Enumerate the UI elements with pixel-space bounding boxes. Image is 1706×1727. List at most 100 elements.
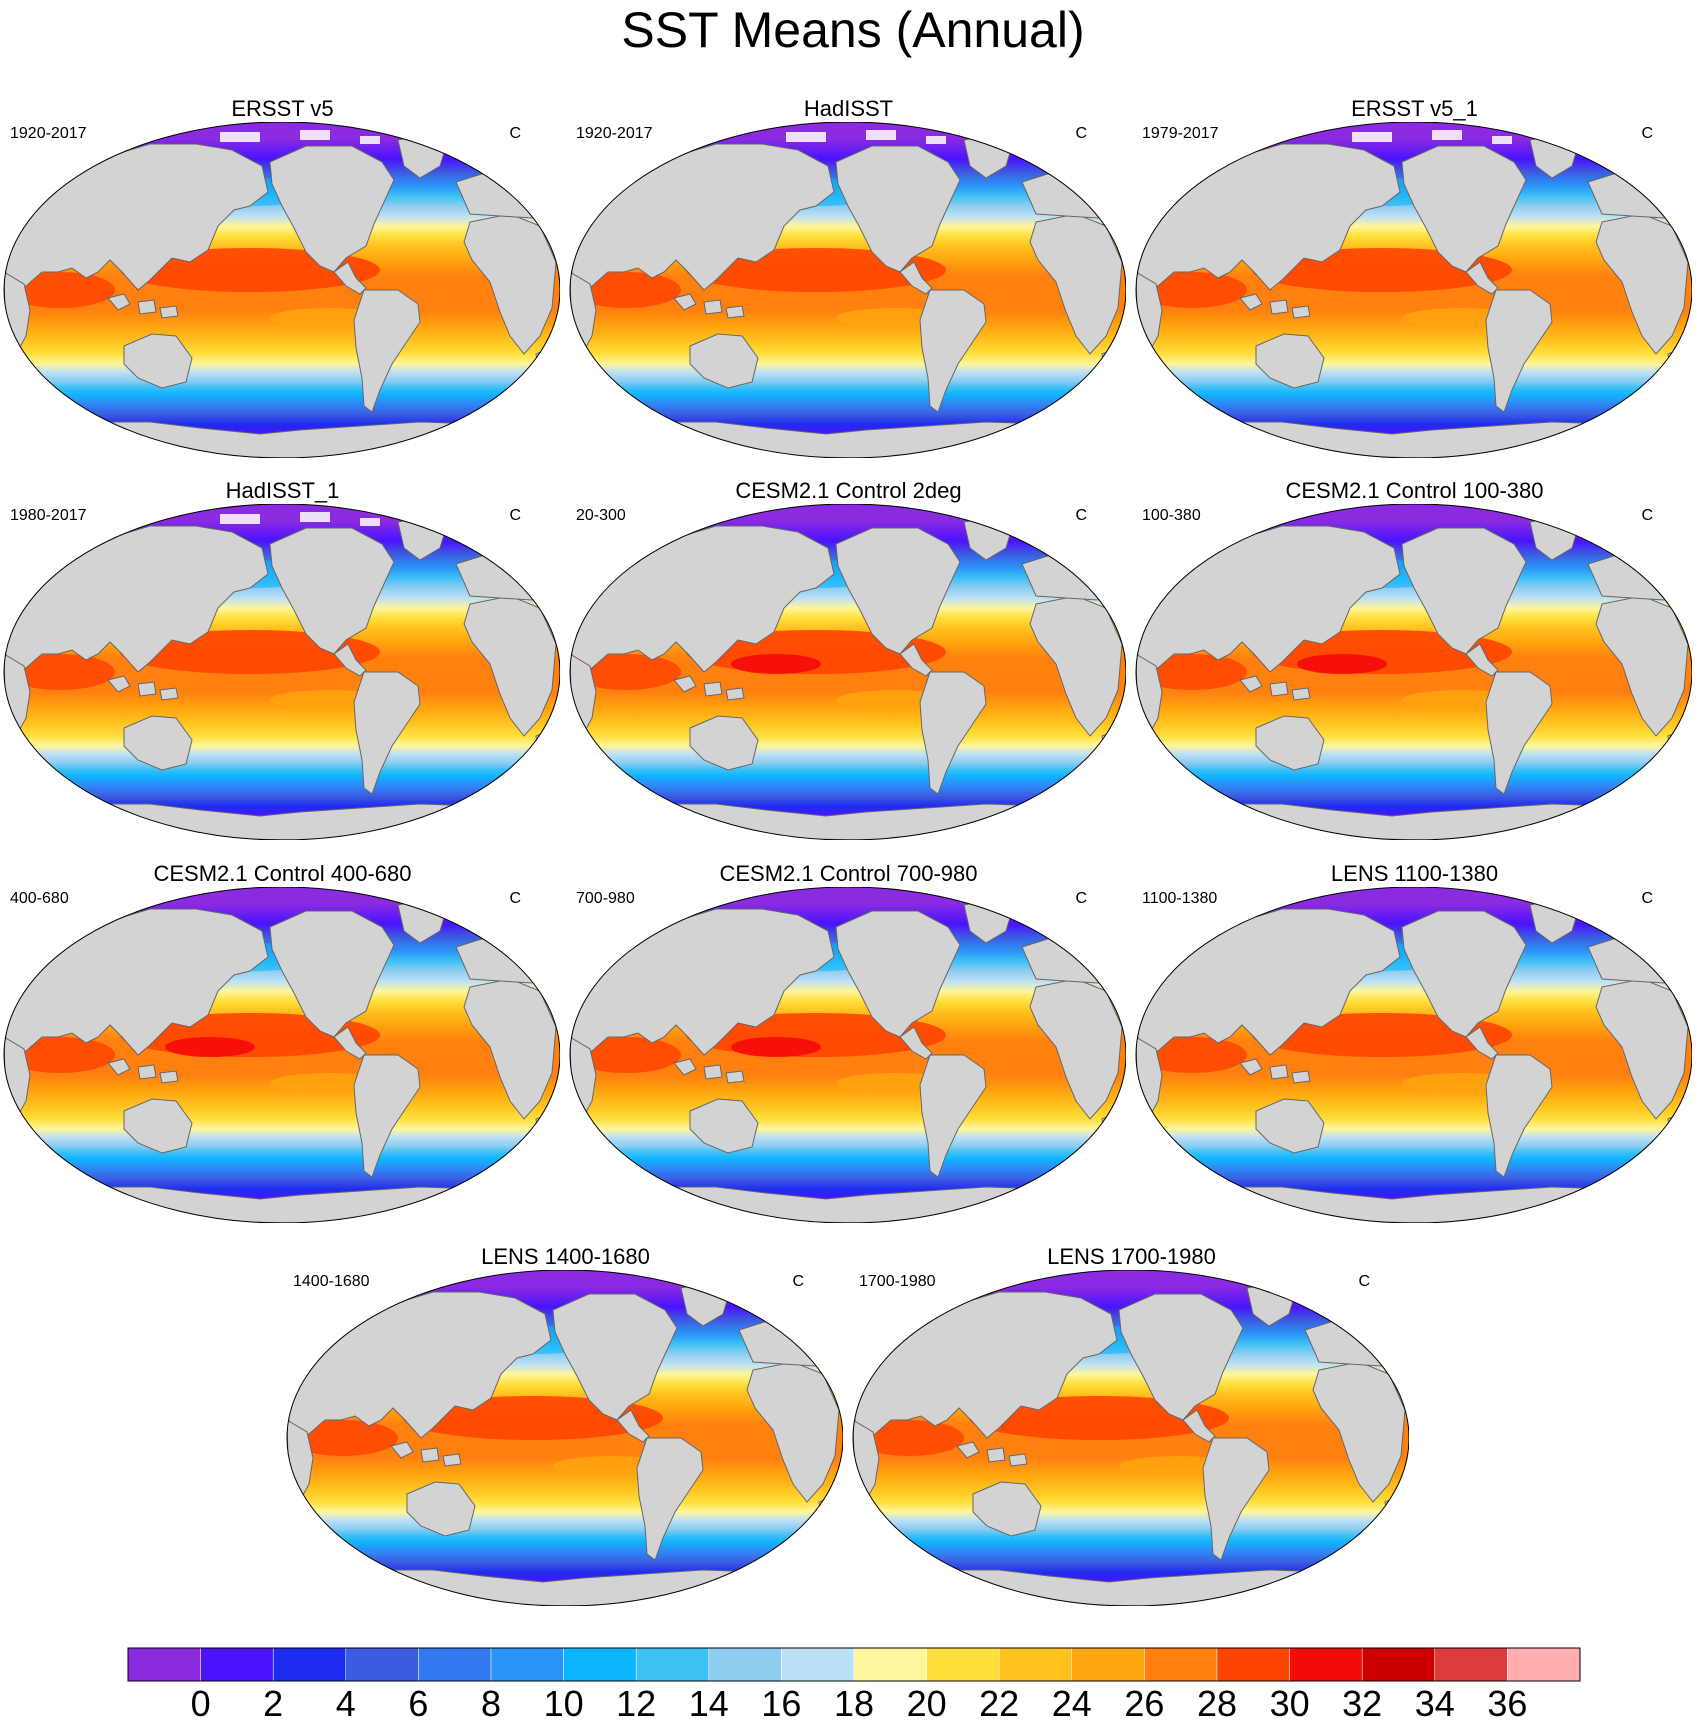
landmass: [552, 1293, 678, 1421]
landmass: [269, 910, 395, 1038]
map-panel: ERSST v5_1 1979-2017 C: [1132, 96, 1697, 458]
landmass: [390, 1441, 414, 1459]
colorbar-swatch: [635, 1647, 710, 1682]
panel-unit: C: [1075, 507, 1087, 524]
colorbar-tick-label: 0: [190, 1683, 211, 1724]
missing-data-patch: [300, 130, 330, 140]
landmass: [1008, 1453, 1028, 1467]
colorbar-swatch: [1507, 1647, 1581, 1682]
panel-unit: C: [509, 507, 521, 524]
landmass: [899, 261, 933, 295]
panel-period: 1920-2017: [576, 125, 653, 142]
missing-data-patch: [1492, 136, 1512, 144]
landmass: [835, 527, 961, 655]
map-panel: LENS 1700-1980 1700-1980 C: [849, 1244, 1414, 1606]
landmass: [1239, 675, 1263, 693]
landmass: [1485, 1054, 1553, 1178]
colorbar-tick-label: 20: [906, 1683, 947, 1724]
world-map: [1135, 122, 1692, 458]
warm-pool: [1137, 272, 1247, 308]
panel-unit: C: [1641, 507, 1653, 524]
colorbar-swatch: [708, 1647, 782, 1682]
landmass: [1401, 527, 1527, 655]
colorbar-tick-label: 12: [616, 1683, 657, 1724]
missing-data-patch: [220, 132, 260, 142]
landmass: [1255, 1098, 1325, 1154]
panel-period: 700-980: [576, 890, 635, 907]
landmass: [1291, 1070, 1311, 1084]
landmass: [1239, 293, 1263, 311]
landmass: [1202, 1437, 1270, 1561]
colorbar-swatch: [345, 1647, 419, 1682]
map-outline: [1135, 122, 1692, 458]
colorbar-tick-label: 24: [1051, 1683, 1092, 1724]
colorbar-tick-label: 10: [543, 1683, 584, 1724]
missing-data-patch: [360, 518, 380, 526]
landmass: [835, 145, 961, 273]
warm-pool: [5, 272, 115, 308]
hot-core: [165, 1037, 255, 1057]
landmass: [835, 910, 961, 1038]
landmass: [269, 527, 395, 655]
landmass: [673, 1058, 697, 1076]
warm-pool: [288, 1420, 398, 1456]
map-panel: HadISST_1 1980-2017 C: [0, 478, 565, 840]
map-panel: HadISST 1920-2017 C: [566, 96, 1131, 458]
missing-data-patch: [220, 514, 260, 524]
world-map: [852, 1270, 1409, 1606]
landmass: [159, 305, 179, 319]
colorbar-swatch: [998, 1647, 1073, 1682]
landmass: [1255, 333, 1325, 389]
missing-data-patch: [926, 136, 946, 144]
panel-unit: C: [1075, 890, 1087, 907]
panel-unit: C: [1641, 125, 1653, 142]
missing-data-patch: [360, 136, 380, 144]
warm-pool: [5, 654, 115, 690]
landmass: [689, 333, 759, 389]
landmass: [107, 293, 131, 311]
warm-pool: [5, 1037, 115, 1073]
panel-period: 100-380: [1142, 507, 1201, 524]
panel-title: CESM2.1 Control 2deg: [735, 478, 962, 503]
landmass: [353, 1054, 421, 1178]
map-outline: [569, 122, 1126, 458]
colorbar-swatch: [926, 1647, 1000, 1682]
warm-pool: [1137, 654, 1247, 690]
map-panel: CESM2.1 Control 700-980 700-980 C: [566, 861, 1131, 1223]
map-panel: LENS 1100-1380 1100-1380 C: [1132, 861, 1697, 1223]
colorbar-tick-label: 34: [1414, 1683, 1455, 1724]
landmass: [333, 643, 367, 677]
world-map: [569, 887, 1126, 1223]
panel-unit: C: [509, 125, 521, 142]
hot-core: [731, 1037, 821, 1057]
missing-data-patch: [866, 130, 896, 140]
colorbar-tick-label: 18: [833, 1683, 875, 1724]
landmass: [725, 305, 745, 319]
landmass: [123, 715, 193, 771]
map-outline: [1135, 887, 1692, 1223]
colorbar-swatch: [853, 1647, 927, 1682]
world-map: [1135, 504, 1692, 840]
hot-core: [731, 654, 821, 674]
warm-pool: [854, 1420, 964, 1456]
colorbar-tick-label: 30: [1269, 1683, 1310, 1724]
landmass: [123, 1098, 193, 1154]
landmass: [725, 687, 745, 701]
panel-period: 20-300: [576, 507, 626, 524]
warm-pool: [1137, 1037, 1247, 1073]
landmass: [107, 1058, 131, 1076]
landmass: [269, 145, 395, 273]
landmass: [333, 1026, 367, 1060]
panel-title: CESM2.1 Control 700-980: [719, 861, 978, 886]
panel-title: ERSST v5_1: [1351, 96, 1478, 121]
landmass: [137, 299, 157, 315]
landmass: [1255, 715, 1325, 771]
landmass: [1465, 643, 1499, 677]
landmass: [636, 1437, 704, 1561]
panel-title: ERSST v5: [231, 96, 334, 121]
landmass: [616, 1409, 650, 1443]
landmass: [159, 687, 179, 701]
warm-pool: [571, 654, 681, 690]
panel-title: CESM2.1 Control 400-680: [153, 861, 412, 886]
landmass: [1269, 681, 1289, 697]
